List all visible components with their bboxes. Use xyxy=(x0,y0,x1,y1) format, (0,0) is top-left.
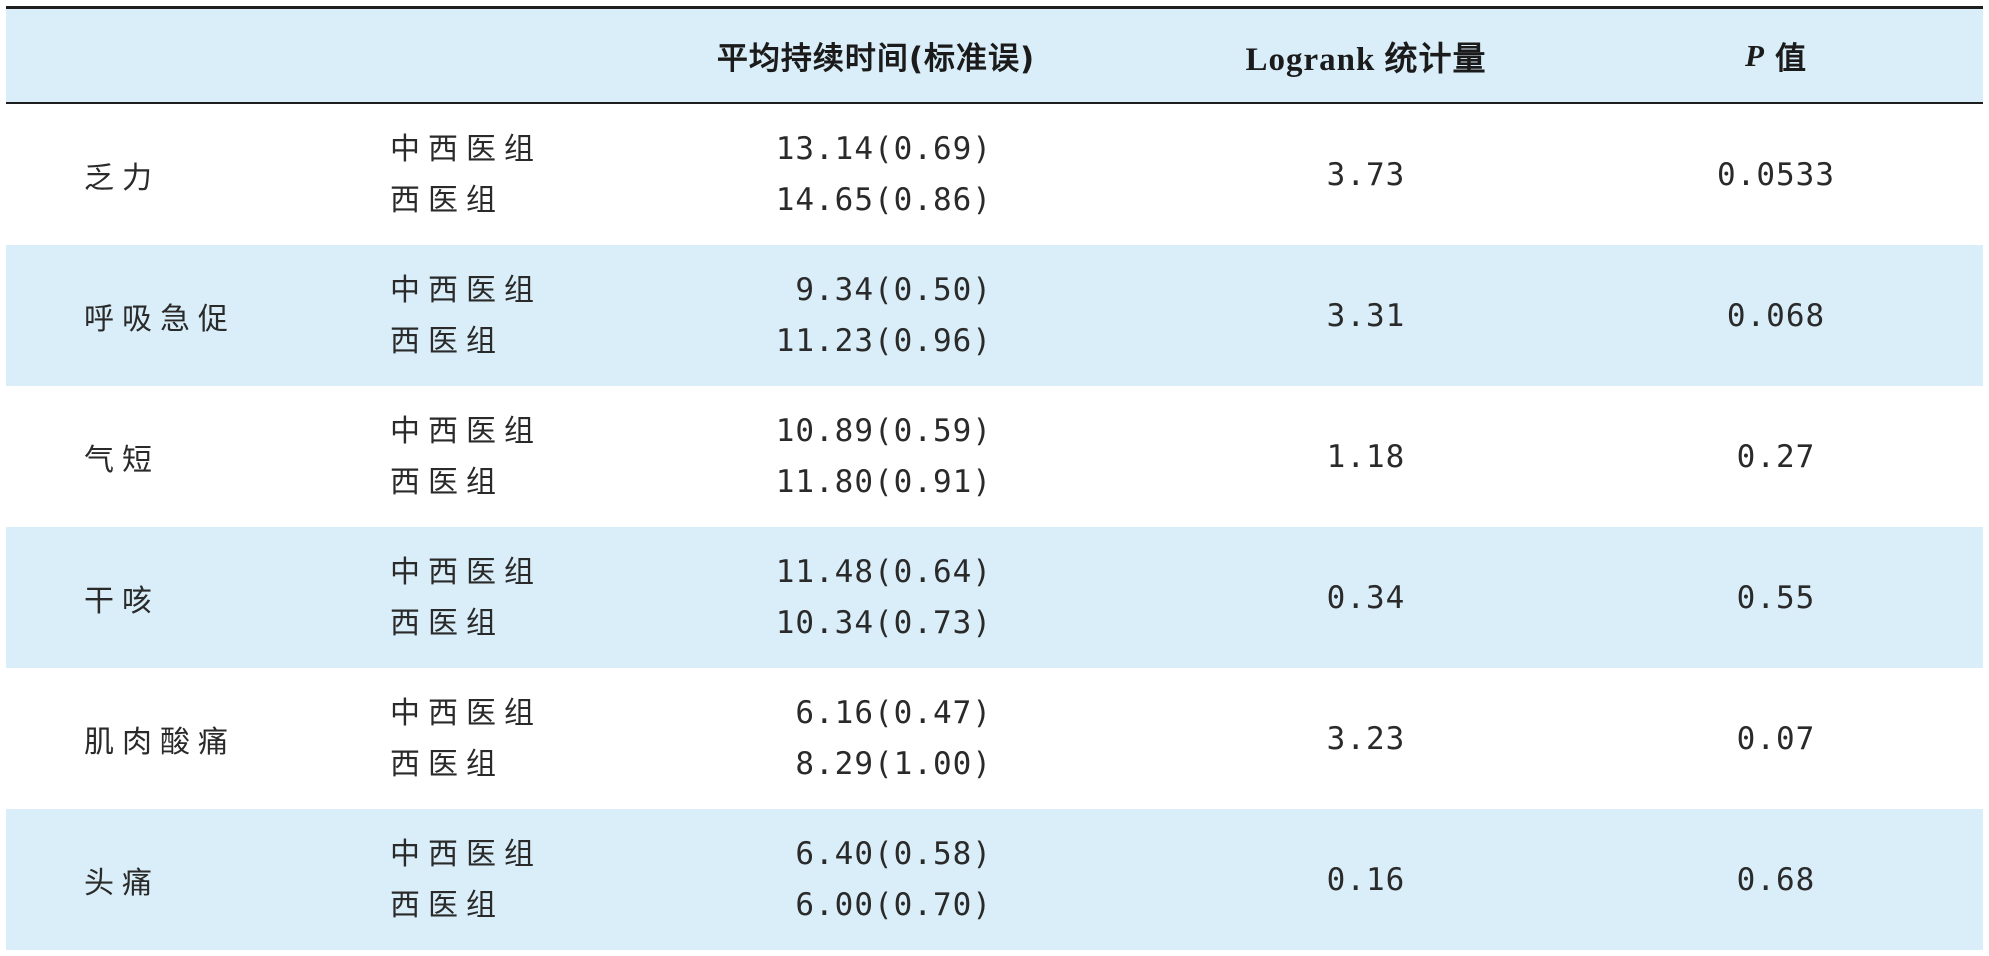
group-label: 西医组 xyxy=(390,887,504,923)
mean-duration-value: 10.89(0.59) xyxy=(775,412,992,449)
symptom-label: 气短 xyxy=(84,442,160,478)
logrank-value: 3.31 xyxy=(1326,297,1406,334)
mean-duration-value: 9.34(0.50) xyxy=(795,271,992,308)
group-label: 西医组 xyxy=(390,746,504,782)
symptom-label: 肌肉酸痛 xyxy=(84,724,236,760)
symptom-label: 头痛 xyxy=(84,865,160,901)
p-suffix: 值 xyxy=(1774,41,1807,77)
group-label: 中西医组 xyxy=(390,131,542,167)
p-value: 0.068 xyxy=(1726,297,1826,334)
header-logrank: Logrank 统计量 xyxy=(1245,41,1487,78)
group-label: 中西医组 xyxy=(390,695,542,731)
group-label: 西医组 xyxy=(390,182,504,218)
group-label: 中西医组 xyxy=(390,413,542,449)
group-label: 中西医组 xyxy=(390,554,542,590)
group-label: 西医组 xyxy=(390,464,504,500)
mean-duration-value: 11.23(0.96) xyxy=(775,322,992,359)
logrank-value: 3.73 xyxy=(1326,156,1406,193)
header-p-value: P 值 xyxy=(1596,9,1956,102)
mean-duration-value: 13.14(0.69) xyxy=(775,130,992,167)
table-row: 头痛 中西医组 西医组 6.40(0.58) 6.00(0.70) 0.16 0… xyxy=(6,809,1983,950)
table-row: 肌肉酸痛 中西医组 西医组 6.16(0.47) 8.29(1.00) 3.23… xyxy=(6,668,1983,809)
table-row: 气短 中西医组 西医组 10.89(0.59) 11.80(0.91) 1.18… xyxy=(6,386,1983,527)
group-label: 西医组 xyxy=(390,323,504,359)
mean-duration-value: 6.40(0.58) xyxy=(795,835,992,872)
table-row: 呼吸急促 中西医组 西医组 9.34(0.50) 11.23(0.96) 3.3… xyxy=(6,245,1983,386)
logrank-value: 1.18 xyxy=(1326,438,1406,475)
table-row: 乏力 中西医组 西医组 13.14(0.69) 14.65(0.86) 3.73… xyxy=(6,104,1983,245)
p-symbol: P xyxy=(1745,37,1765,73)
results-table: 平均持续时间(标准误) Logrank 统计量 P 值 乏力 中西医组 西医组 … xyxy=(6,6,1983,950)
mean-duration-value: 14.65(0.86) xyxy=(775,181,992,218)
group-label: 西医组 xyxy=(390,605,504,641)
logrank-value: 3.23 xyxy=(1326,720,1406,757)
mean-duration-value: 8.29(1.00) xyxy=(795,745,992,782)
table-row: 干咳 中西医组 西医组 11.48(0.64) 10.34(0.73) 0.34… xyxy=(6,527,1983,668)
table-header: 平均持续时间(标准误) Logrank 统计量 P 值 xyxy=(6,9,1983,104)
p-value: 0.27 xyxy=(1736,438,1816,475)
p-value: 0.0533 xyxy=(1717,156,1835,193)
symptom-label: 乏力 xyxy=(84,160,160,196)
mean-duration-value: 11.80(0.91) xyxy=(775,463,992,500)
p-value: 0.55 xyxy=(1736,579,1816,616)
logrank-value: 0.34 xyxy=(1326,579,1406,616)
group-label: 中西医组 xyxy=(390,836,542,872)
mean-duration-value: 6.00(0.70) xyxy=(795,886,992,923)
header-mean-duration: 平均持续时间(标准误) xyxy=(716,41,1036,77)
p-value: 0.68 xyxy=(1736,861,1816,898)
symptom-label: 干咳 xyxy=(84,583,160,619)
mean-duration-value: 6.16(0.47) xyxy=(795,694,992,731)
p-value: 0.07 xyxy=(1736,720,1816,757)
group-label: 中西医组 xyxy=(390,272,542,308)
symptom-label: 呼吸急促 xyxy=(84,301,236,337)
mean-duration-value: 10.34(0.73) xyxy=(775,604,992,641)
logrank-value: 0.16 xyxy=(1326,861,1406,898)
mean-duration-value: 11.48(0.64) xyxy=(775,553,992,590)
